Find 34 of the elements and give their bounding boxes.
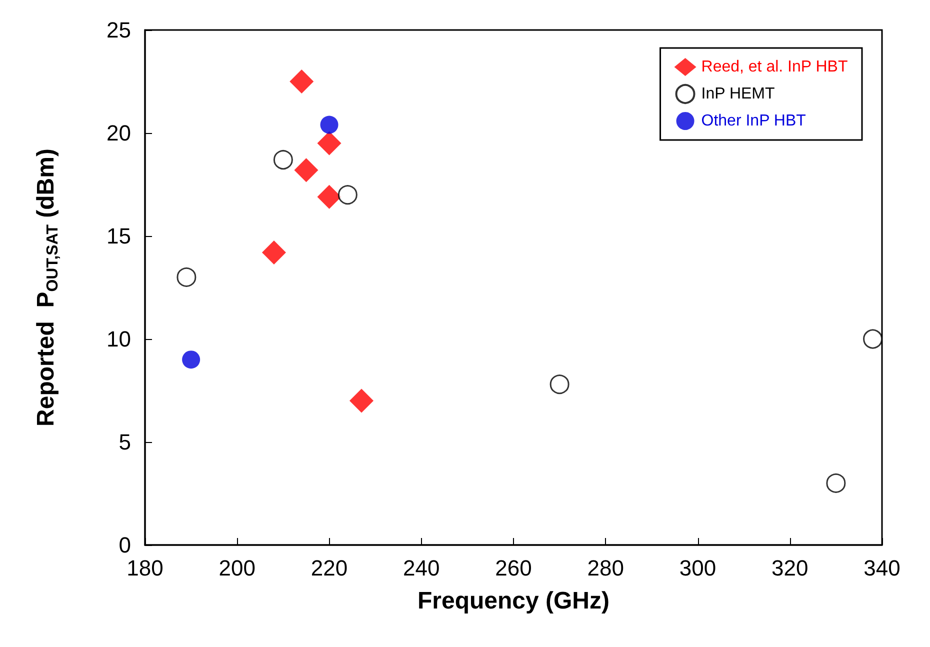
legend-label: InP HEMT — [701, 86, 775, 102]
y-tick-label: 10 — [106, 326, 131, 352]
x-tick-label: 340 — [864, 556, 900, 580]
x-tick-label: 240 — [403, 556, 440, 580]
x-tick-label: 320 — [772, 556, 808, 580]
point — [317, 184, 342, 209]
legend-label: Other InP HBT — [701, 112, 806, 130]
x-axis-title: Frequency (GHz) — [417, 588, 610, 614]
point — [262, 240, 286, 264]
y-tick-label: 25 — [106, 18, 131, 42]
point — [863, 329, 883, 349]
point — [273, 150, 293, 170]
y-tick-label: 20 — [106, 120, 131, 146]
y-axis-title: Reported POUT,SAT (dBm) — [32, 148, 62, 426]
x-tick-label: 220 — [310, 556, 348, 580]
x-tick-label: 280 — [587, 556, 624, 580]
point — [826, 473, 846, 493]
point — [550, 374, 570, 394]
x-tick-label: 300 — [679, 556, 716, 580]
x-tick-label: 180 — [126, 556, 164, 580]
point — [320, 116, 338, 134]
x-tick-label: 200 — [218, 556, 256, 580]
y-tick-label: 5 — [118, 430, 131, 454]
point — [317, 131, 342, 156]
point — [338, 185, 358, 205]
legend-label: Reed, et al. InP HBT — [701, 58, 848, 76]
point — [176, 267, 196, 287]
point — [294, 158, 318, 182]
x-tick-label: 260 — [495, 556, 532, 580]
point — [349, 388, 374, 413]
y-tick-label: 15 — [106, 224, 131, 248]
y-tick-label: 0 — [118, 532, 131, 558]
point — [290, 70, 314, 94]
point — [182, 350, 200, 369]
